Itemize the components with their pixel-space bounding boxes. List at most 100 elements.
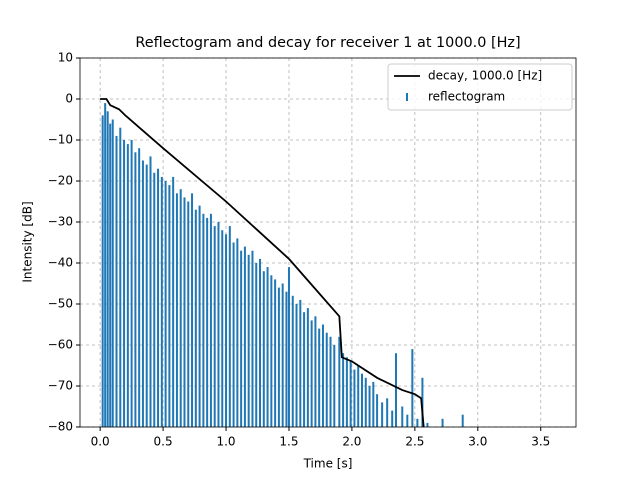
bar — [321, 324, 324, 427]
bar — [183, 197, 186, 427]
bar — [217, 222, 220, 427]
bar — [391, 410, 394, 427]
y-tick-label: −30 — [48, 215, 73, 229]
bar — [179, 189, 182, 427]
bar — [281, 283, 284, 427]
x-tick-label: 2.5 — [405, 435, 424, 449]
bar — [401, 406, 404, 427]
x-tick-label: 0.5 — [154, 435, 173, 449]
bar — [187, 201, 190, 427]
bar — [157, 168, 160, 427]
bar — [221, 230, 224, 427]
bar — [138, 148, 141, 427]
x-tick-label: 1.0 — [216, 435, 235, 449]
bar — [394, 353, 397, 427]
bar — [368, 386, 371, 427]
bar — [198, 205, 201, 427]
y-tick-label: −40 — [48, 256, 73, 270]
bar — [386, 398, 389, 427]
bar — [106, 111, 109, 428]
x-tick-label: 1.5 — [279, 435, 298, 449]
bar — [145, 164, 148, 427]
bar — [381, 402, 384, 427]
bar — [255, 263, 258, 427]
bar — [194, 209, 197, 427]
bar — [130, 140, 133, 427]
bar — [104, 103, 107, 427]
bar — [123, 140, 126, 427]
y-axis-label: Intensity [dB] — [21, 201, 35, 282]
y-tick-label: −10 — [48, 133, 73, 147]
bar — [285, 291, 288, 427]
bar — [406, 414, 409, 427]
bar — [287, 267, 290, 427]
bar — [349, 361, 352, 427]
y-tick-label: 0 — [65, 92, 73, 106]
bar — [411, 349, 414, 427]
bar — [318, 328, 321, 427]
legend-box — [387, 63, 573, 111]
bar — [372, 381, 375, 427]
bar — [240, 250, 243, 427]
bar — [164, 181, 167, 427]
bar — [342, 353, 345, 427]
bar — [149, 156, 152, 427]
bar — [251, 250, 254, 427]
bar — [270, 275, 273, 427]
y-tick-label: −70 — [48, 379, 73, 393]
bar — [236, 238, 239, 427]
x-axis-label: Time [s] — [303, 457, 353, 471]
decay-line — [100, 98, 425, 428]
bar — [101, 115, 104, 428]
bar — [119, 127, 122, 427]
x-tick-label: 3.5 — [531, 435, 550, 449]
bar — [247, 254, 250, 427]
bar — [441, 418, 444, 427]
bar — [295, 304, 298, 427]
bar — [357, 365, 360, 427]
bar — [426, 422, 429, 427]
bar — [262, 271, 265, 427]
x-tick-label: 2.0 — [342, 435, 361, 449]
bar — [360, 373, 363, 427]
y-tick-label: −50 — [48, 297, 73, 311]
bar — [259, 258, 262, 427]
bar — [153, 172, 156, 427]
bar — [109, 123, 112, 427]
bar — [303, 312, 306, 427]
bar — [329, 336, 332, 427]
bar — [191, 193, 194, 427]
bar — [310, 320, 313, 427]
bar — [232, 242, 235, 427]
bar — [291, 295, 294, 427]
y-tick-label: 10 — [58, 51, 73, 65]
bar — [345, 357, 348, 427]
bar — [461, 414, 464, 427]
bar — [306, 308, 309, 427]
bar — [314, 316, 317, 427]
bar — [213, 226, 216, 427]
bar — [111, 119, 114, 427]
bar — [228, 226, 231, 427]
bar — [141, 160, 144, 427]
bar — [274, 279, 277, 427]
x-tick-label: 3.0 — [468, 435, 487, 449]
legend-label: reflectogram — [428, 90, 505, 104]
bar — [168, 185, 171, 427]
y-tick-label: −80 — [48, 420, 73, 434]
bar — [364, 377, 367, 427]
legend-swatch — [406, 93, 408, 101]
legend-label: decay, 1000.0 [Hz] — [428, 69, 542, 83]
bar — [277, 287, 280, 427]
bar — [134, 152, 137, 428]
bar — [243, 246, 246, 427]
x-tick-label: 0.0 — [91, 435, 110, 449]
bar — [353, 369, 356, 427]
bar — [266, 267, 269, 427]
bar — [209, 213, 212, 427]
chart-title: Reflectogram and decay for receiver 1 at… — [135, 35, 520, 51]
bar — [175, 193, 178, 427]
bar — [160, 176, 163, 427]
bar — [206, 217, 209, 427]
